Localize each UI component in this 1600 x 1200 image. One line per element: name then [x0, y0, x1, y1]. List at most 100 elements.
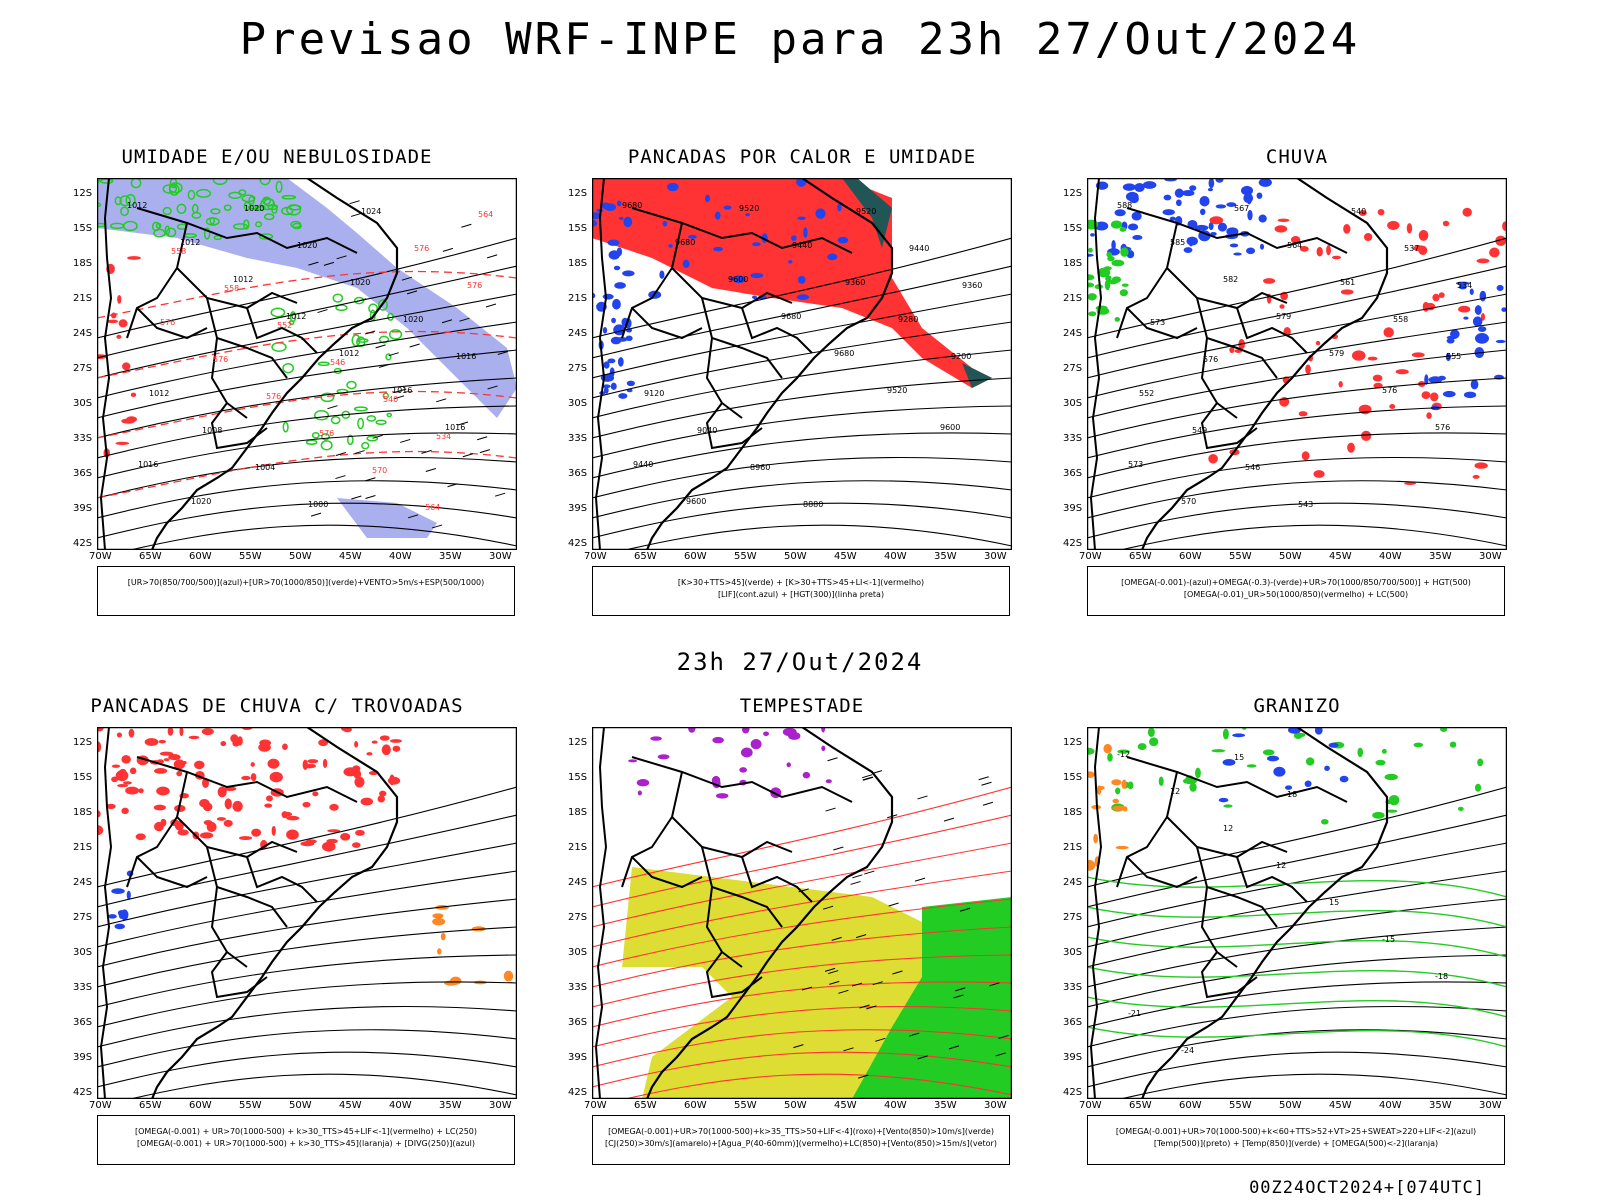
longitude-label: 65W: [139, 551, 162, 562]
contour-label: 576: [213, 355, 228, 364]
longitude-label: 70W: [1079, 551, 1102, 562]
weather-cell: [1472, 316, 1483, 327]
weather-cell: [1233, 252, 1242, 256]
weather-cell: [1112, 805, 1126, 811]
weather-cell: [1432, 293, 1440, 302]
longitude-label: 70W: [584, 551, 607, 562]
contour-line: [1087, 786, 1507, 888]
weather-cell: [659, 270, 665, 279]
contour-label: 18: [1287, 790, 1297, 799]
contour-line: [592, 237, 1012, 339]
weather-cell: [650, 736, 662, 741]
contour-label: 558: [171, 247, 186, 256]
weather-cell: [243, 201, 251, 211]
contour-line: [97, 349, 517, 419]
wind-vector: [372, 434, 383, 439]
country-border: [741, 856, 813, 903]
map-panel-1: 1012 1012 1012 1012 1012 1016 1016 1016 1020 1020…: [97, 178, 517, 550]
weather-cell: [1189, 185, 1197, 191]
latitude-label: 27S: [1063, 912, 1083, 923]
contour-label: 9360: [845, 278, 865, 287]
weather-cell: [1111, 240, 1116, 251]
contour-line: [97, 954, 517, 1008]
map-panel-4: [97, 727, 517, 1099]
legend-line: [OMEGA(-0.001) + UR>70(1000-500) + k>30_…: [136, 1139, 476, 1148]
weather-cell: [1476, 258, 1490, 264]
weather-cell: [375, 419, 387, 426]
weather-cell: [1217, 222, 1227, 232]
weather-cell: [1106, 251, 1112, 258]
weather-cell: [199, 832, 214, 839]
wind-vector: [351, 495, 362, 500]
country-border: [1165, 222, 1288, 310]
weather-cell: [1384, 773, 1398, 781]
map-frame: [1087, 727, 1507, 1099]
weather-cell: [307, 759, 319, 764]
weather-cell: [1115, 787, 1121, 795]
weather-cell: [1258, 178, 1272, 187]
weather-cell: [622, 270, 635, 277]
weather-cell: [354, 776, 365, 788]
weather-cell: [1340, 289, 1354, 295]
contour-line: [1087, 293, 1507, 379]
weather-cell: [366, 415, 377, 422]
contour-label: 582: [1223, 275, 1238, 284]
contour-label: 1016: [445, 423, 465, 432]
contour-line: [1087, 898, 1507, 968]
weather-cell: [302, 759, 308, 771]
wind-vector: [406, 290, 418, 295]
weather-cell: [1470, 379, 1479, 390]
weather-cell: [1147, 727, 1155, 737]
coastline: [1089, 727, 1103, 1099]
weather-cell: [168, 754, 181, 761]
weather-cell: [292, 222, 302, 230]
weather-cell: [346, 380, 357, 390]
latitude-label: 12S: [568, 188, 588, 199]
weather-cell: [1122, 183, 1136, 191]
latitude-label: 27S: [568, 912, 588, 923]
weather-cell: [1207, 188, 1214, 192]
wind-vector: [425, 468, 436, 473]
country-border: [1165, 771, 1288, 859]
weather-cell: [1222, 728, 1229, 740]
weather-cell: [1279, 304, 1285, 309]
contour-label: 9040: [697, 426, 717, 435]
weather-cell: [1297, 732, 1306, 737]
latitude-label: 21S: [1063, 842, 1083, 853]
weather-cell: [206, 821, 217, 833]
weather-cell: [321, 841, 336, 852]
weather-cell: [282, 363, 295, 374]
contour-label: 1012: [286, 312, 306, 321]
weather-cell: [387, 776, 401, 785]
coastline: [99, 727, 113, 1099]
longitude-label: 35W: [934, 551, 957, 562]
longitude-label: 55W: [734, 1100, 757, 1111]
contour-line: [127, 524, 517, 550]
wind-vector: [401, 276, 413, 281]
weather-cell: [138, 788, 144, 794]
contour-label: 1004: [255, 463, 275, 472]
weather-cell: [1137, 743, 1147, 751]
wind-vector: [486, 254, 498, 259]
weather-cell: [636, 779, 650, 787]
weather-cell: [1489, 247, 1500, 258]
contour-line: [1087, 870, 1507, 948]
weather-cell: [1087, 253, 1094, 257]
wind-vector: [982, 801, 994, 806]
latitude-label: 18S: [1063, 258, 1083, 269]
weather-cell: [128, 728, 135, 738]
weather-cell: [1377, 208, 1385, 216]
weather-cell: [815, 208, 826, 219]
legend-line: [UR>70(850/700/500)](azul)+[UR>70(1000/8…: [127, 578, 485, 587]
weather-cell: [111, 764, 121, 768]
contour-line: [97, 456, 517, 499]
latitude-label: 42S: [1063, 538, 1083, 549]
panel-legend: [OMEGA(-0.001) + UR>70(1000-500) + k>30_…: [97, 1115, 515, 1165]
country-border: [1126, 307, 1198, 340]
latitude-label: 33S: [568, 433, 588, 444]
country-border: [136, 856, 208, 889]
weather-cell: [788, 732, 801, 740]
weather-cell: [114, 196, 122, 206]
weather-cell: [230, 734, 239, 743]
wind-vector: [828, 970, 839, 975]
